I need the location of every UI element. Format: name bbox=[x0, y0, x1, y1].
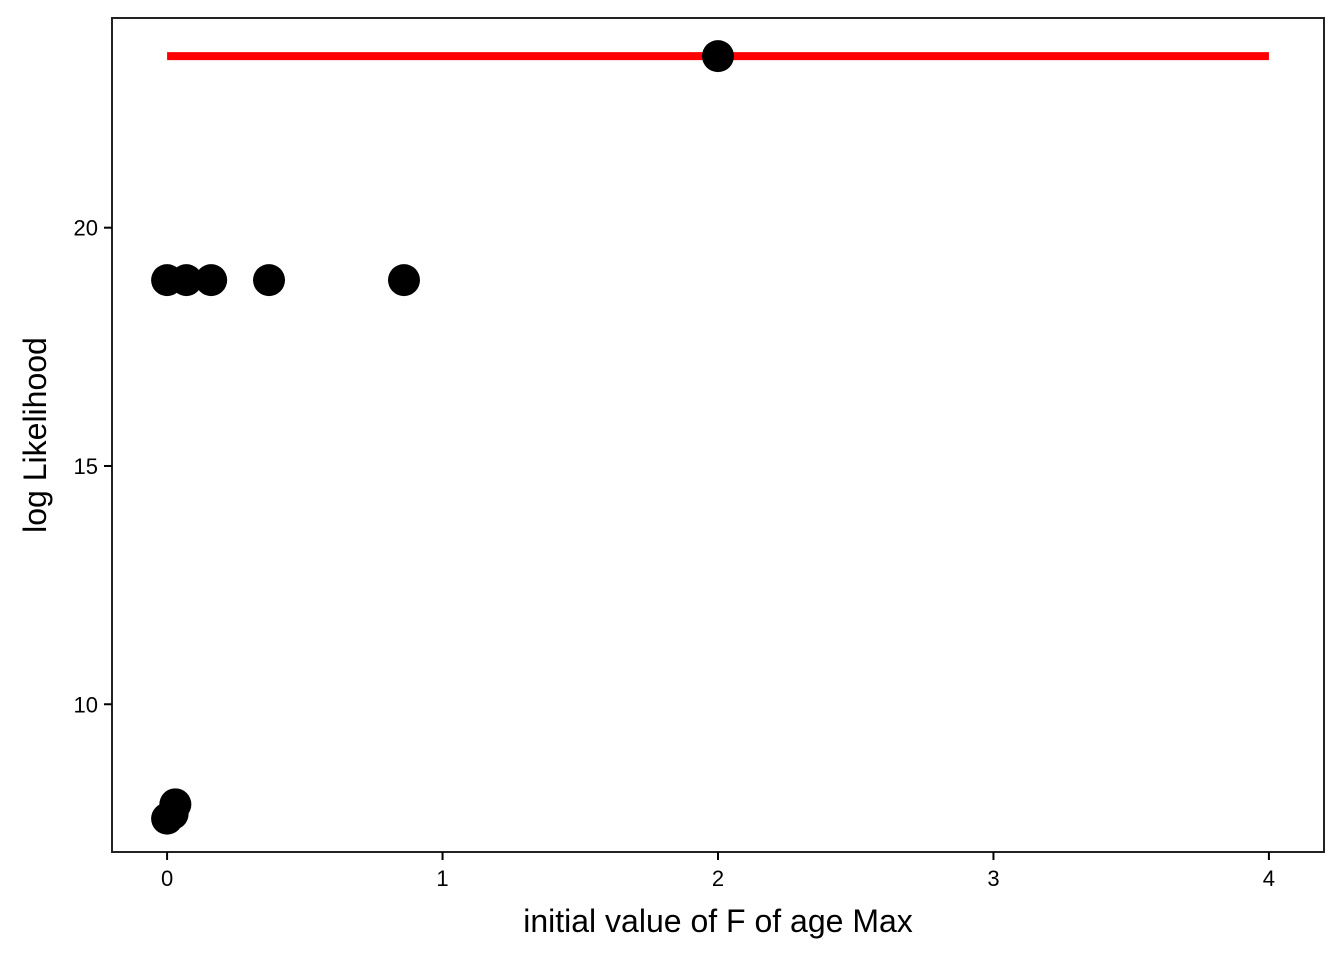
y-axis: 10 15 20 bbox=[74, 216, 112, 717]
data-point bbox=[159, 788, 192, 821]
y-tick-label: 15 bbox=[74, 454, 98, 479]
plot-panel bbox=[111, 17, 1325, 853]
x-axis: 0 1 2 3 4 bbox=[161, 852, 1275, 891]
data-point bbox=[195, 264, 228, 297]
x-tick-label: 0 bbox=[161, 866, 173, 891]
x-axis-title: initial value of F of age Max bbox=[523, 903, 913, 939]
x-tick-label: 3 bbox=[987, 866, 999, 891]
data-point bbox=[702, 40, 734, 73]
data-point bbox=[253, 264, 286, 297]
data-point bbox=[387, 264, 420, 297]
y-tick-label: 20 bbox=[74, 216, 98, 241]
y-tick-label: 10 bbox=[74, 692, 98, 717]
x-tick-label: 4 bbox=[1263, 866, 1275, 891]
data-point bbox=[170, 264, 203, 297]
x-tick-label: 1 bbox=[436, 866, 448, 891]
x-tick-label: 2 bbox=[712, 866, 724, 891]
points-layer bbox=[151, 40, 734, 835]
y-axis-title: log Likelihood bbox=[17, 337, 53, 533]
